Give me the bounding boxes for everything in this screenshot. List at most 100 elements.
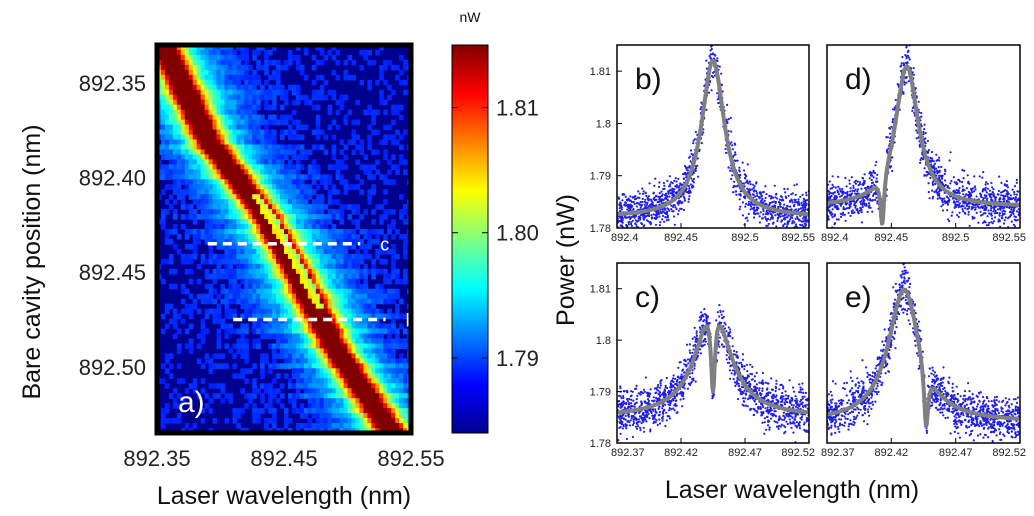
heatmap-cell: [351, 368, 357, 374]
heatmap-cell: [252, 84, 257, 91]
heatmap-cell: [212, 268, 218, 275]
heatmap-cell: [363, 303, 368, 310]
heatmap-cell: [196, 49, 202, 56]
heatmap-cell: [208, 408, 214, 414]
heatmap-cell: [331, 189, 337, 195]
heatmap-cell: [284, 323, 289, 330]
heatmap-cell: [307, 308, 313, 315]
heatmap-cell: [287, 378, 293, 384]
heatmap-cell: [252, 114, 257, 121]
heatmap-cell: [232, 184, 237, 190]
heatmap-cell: [284, 64, 289, 71]
heatmap-cell: [280, 338, 285, 345]
heatmap-cell: [371, 388, 376, 394]
heatmap-cell: [252, 99, 257, 106]
heatmap-cell: [224, 293, 230, 300]
data-point: [751, 188, 754, 191]
heatmap-cell: [299, 214, 305, 220]
heatmap-cell: [248, 253, 253, 260]
heatmap-cell: [383, 214, 388, 220]
heatmap-cell: [327, 418, 333, 424]
heatmap-cell: [319, 258, 325, 265]
heatmap-cell: [212, 239, 218, 245]
heatmap-cell: [236, 169, 241, 175]
heatmap-cell: [295, 124, 301, 131]
data-point: [786, 223, 789, 226]
heatmap-cell: [248, 169, 253, 175]
heatmap-cell: [339, 219, 345, 225]
data-point: [769, 202, 772, 205]
heatmap-cell: [284, 288, 289, 295]
data-point: [638, 196, 641, 199]
heatmap-cell: [303, 149, 309, 156]
heatmap-cell: [395, 303, 400, 310]
heatmap-cell: [176, 144, 182, 151]
heatmap-cell: [295, 298, 301, 305]
heatmap-cell: [383, 64, 388, 71]
heatmap-cell: [391, 263, 396, 270]
data-point: [908, 58, 911, 61]
data-point: [775, 193, 778, 196]
heatmap-cell: [272, 263, 277, 270]
heatmap-cell: [256, 74, 261, 81]
heatmap-cell: [280, 94, 285, 101]
heatmap-cell: [164, 308, 170, 315]
heatmap-cell: [168, 373, 174, 379]
heatmap-cell: [184, 69, 190, 76]
heatmap-cell: [307, 288, 313, 295]
heatmap-cell: [315, 273, 321, 280]
heatmap-cell: [280, 184, 285, 190]
data-point: [661, 214, 665, 217]
heatmap-cell: [196, 129, 202, 136]
heatmap-cell: [323, 278, 329, 285]
heatmap-cell: [363, 358, 368, 364]
heatmap-cell: [200, 204, 206, 210]
heatmap-cell: [216, 273, 222, 280]
heatmap-cell: [276, 258, 281, 265]
heatmap-cell: [272, 343, 277, 350]
heatmap-cell: [280, 144, 285, 151]
heatmap-cell: [244, 199, 249, 205]
data-point: [900, 62, 903, 65]
heatmap-cell: [208, 99, 214, 106]
data-point: [700, 142, 703, 145]
data-point: [735, 190, 738, 193]
heatmap-cell: [280, 149, 285, 156]
heatmap-cell: [216, 104, 222, 111]
heatmap-cell: [307, 363, 313, 369]
data-point: [800, 201, 803, 204]
heatmap-cell: [399, 398, 404, 404]
heatmap-cell: [303, 363, 309, 369]
heatmap-cell: [375, 413, 380, 419]
data-point: [688, 195, 691, 198]
heatmap-cell: [359, 368, 364, 374]
heatmap-cell: [236, 79, 241, 86]
data-point: [804, 223, 808, 227]
heatmap-cell: [371, 109, 376, 116]
data-point: [851, 211, 854, 215]
heatmap-cell: [291, 169, 297, 175]
heatmap-cell: [351, 273, 357, 280]
heatmap-cell: [391, 258, 396, 265]
data-point: [630, 222, 633, 226]
heatmap-cell: [256, 239, 261, 245]
heatmap-cell: [327, 229, 333, 235]
heatmap-cell: [212, 288, 218, 295]
heatmap-cell: [240, 328, 245, 335]
heatmap-cell: [284, 303, 289, 310]
data-point: [733, 185, 737, 188]
heatmap-cell: [391, 393, 396, 399]
heatmap-cell: [276, 243, 281, 250]
heatmap-cell: [291, 99, 297, 106]
data-point: [782, 206, 785, 209]
heatmap-cell: [391, 209, 396, 215]
heatmap-cell: [391, 418, 396, 424]
heatmap-cell: [264, 54, 269, 61]
heatmap-cell: [359, 343, 364, 350]
heatmap-cell: [287, 234, 293, 240]
heatmap-cell: [343, 288, 349, 295]
data-point: [705, 59, 708, 62]
heatmap-cell: [264, 154, 269, 161]
heatmap-cell: [172, 124, 178, 131]
heatmap-cell: [347, 353, 353, 359]
